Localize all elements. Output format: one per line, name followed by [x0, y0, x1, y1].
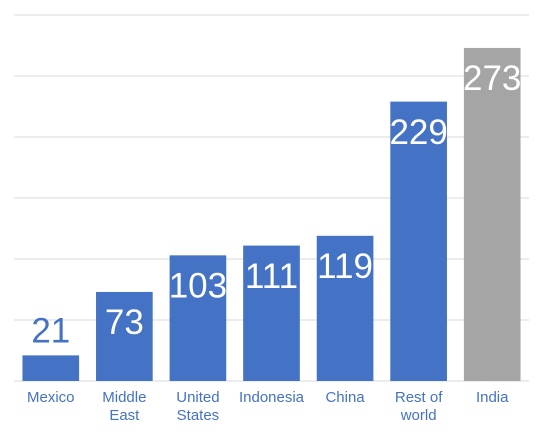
- bar: [463, 47, 521, 381]
- data-label: 73: [105, 303, 144, 342]
- bar: [243, 245, 300, 381]
- x-tick-label: United States: [176, 389, 220, 424]
- x-tick-label: Middle East: [102, 389, 147, 424]
- x-tick-label: Mexico: [27, 389, 75, 406]
- bar: [169, 255, 227, 381]
- x-tick-label: Indonesia: [238, 389, 305, 406]
- data-label: 111: [245, 257, 298, 296]
- x-tick-label: Rest of world: [394, 389, 443, 424]
- x-tick-label: India: [475, 389, 509, 406]
- data-label: 103: [169, 267, 227, 306]
- bar: [22, 355, 80, 381]
- data-label: 229: [389, 113, 447, 152]
- bar: [96, 291, 153, 381]
- x-tick-label: China: [325, 389, 365, 406]
- bar: [390, 101, 447, 382]
- data-label: 273: [463, 59, 521, 98]
- bar: [316, 235, 374, 381]
- data-label: 119: [317, 247, 373, 286]
- data-label: 21: [31, 312, 70, 351]
